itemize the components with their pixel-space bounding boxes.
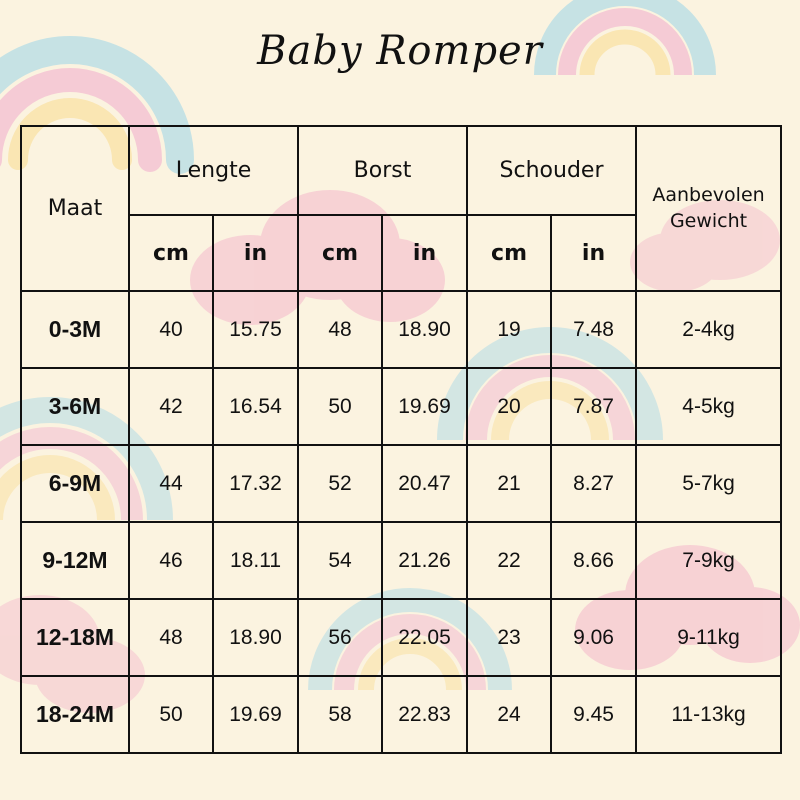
size-cell: 18-24M xyxy=(20,675,130,754)
length-in-cell: 17.32 xyxy=(211,444,300,523)
length-in-cell: 18.11 xyxy=(211,521,300,600)
unit-shoulder-in: in xyxy=(550,214,638,292)
unit-length-in: in xyxy=(211,214,300,292)
length-cm-cell: 48 xyxy=(128,598,214,677)
weight-cell: 11-13kg xyxy=(635,675,783,754)
unit-length-cm: cm xyxy=(128,214,214,292)
chest-in-cell: 22.83 xyxy=(381,675,469,754)
length-cm-cell: 46 xyxy=(128,521,214,600)
shoulder-in-cell: 8.27 xyxy=(550,444,638,523)
chest-cm-cell: 56 xyxy=(297,598,384,677)
shoulder-cm-cell: 23 xyxy=(466,598,553,677)
length-in-cell: 19.69 xyxy=(211,675,300,754)
shoulder-in-cell: 7.87 xyxy=(550,367,638,446)
shoulder-cm-cell: 22 xyxy=(466,521,553,600)
length-cm-cell: 40 xyxy=(128,290,214,369)
shoulder-cm-cell: 20 xyxy=(466,367,553,446)
table-row: 18-24M 50 19.69 58 22.83 24 9.45 11-13kg xyxy=(20,675,783,754)
table-row: 9-12M 46 18.11 54 21.26 22 8.66 7-9kg xyxy=(20,521,783,600)
length-cm-cell: 50 xyxy=(128,675,214,754)
size-cell: 12-18M xyxy=(20,598,130,677)
header-weight-line-2: Gewicht xyxy=(669,209,748,232)
table-row: 12-18M 48 18.90 56 22.05 23 9.06 9-11kg xyxy=(20,598,783,677)
unit-shoulder-cm: cm xyxy=(466,214,553,292)
table-body: 0-3M 40 15.75 48 18.90 19 7.48 2-4kg 3-6M 42 16.54… xyxy=(20,290,783,754)
chest-in-cell: 21.26 xyxy=(381,521,469,600)
weight-cell: 4-5kg xyxy=(635,367,783,446)
size-cell: 9-12M xyxy=(20,521,130,600)
size-cell: 0-3M xyxy=(20,290,130,369)
table-row: 0-3M 40 15.75 48 18.90 19 7.48 2-4kg xyxy=(20,290,783,369)
shoulder-cm-cell: 24 xyxy=(466,675,553,754)
size-cell: 6-9M xyxy=(20,444,130,523)
length-in-cell: 15.75 xyxy=(211,290,300,369)
header-length: Lengte xyxy=(127,125,300,216)
weight-cell: 5-7kg xyxy=(635,444,783,523)
table-row: 3-6M 42 16.54 50 19.69 20 7.87 4-5kg xyxy=(20,367,783,446)
chest-in-cell: 20.47 xyxy=(381,444,469,523)
chest-cm-cell: 48 xyxy=(297,290,384,369)
rainbow-top-right-decoration xyxy=(534,0,716,76)
shoulder-cm-cell: 21 xyxy=(466,444,553,523)
weight-cell: 2-4kg xyxy=(635,290,783,369)
shoulder-in-cell: 9.45 xyxy=(550,675,638,754)
shoulder-in-cell: 9.06 xyxy=(550,598,638,677)
header-chest: Borst xyxy=(297,125,469,216)
length-in-cell: 16.54 xyxy=(211,367,300,446)
header-weight-line-1: Aanbevolen xyxy=(652,183,765,206)
chest-cm-cell: 52 xyxy=(297,444,384,523)
chest-in-cell: 19.69 xyxy=(381,367,469,446)
shoulder-in-cell: 7.48 xyxy=(550,290,638,369)
chest-cm-cell: 58 xyxy=(297,675,384,754)
weight-cell: 9-11kg xyxy=(635,598,783,677)
weight-cell: 7-9kg xyxy=(635,521,783,600)
page-title: Baby Romper xyxy=(257,28,543,74)
unit-chest-cm: cm xyxy=(297,214,384,292)
chest-in-cell: 22.05 xyxy=(381,598,469,677)
length-cm-cell: 44 xyxy=(128,444,214,523)
chest-in-cell: 18.90 xyxy=(381,290,469,369)
unit-chest-in: in xyxy=(381,214,469,292)
chest-cm-cell: 50 xyxy=(297,367,384,446)
size-cell: 3-6M xyxy=(20,367,130,446)
length-in-cell: 18.90 xyxy=(211,598,300,677)
header-shoulder: Schouder xyxy=(466,125,638,216)
table-unit-row: cm in cm in cm in xyxy=(21,214,781,292)
header-size: Maat xyxy=(20,125,130,292)
size-chart-table: Maat Lengte Borst Schouder Aanbevolen Ge… xyxy=(20,125,783,754)
shoulder-cm-cell: 19 xyxy=(466,290,553,369)
shoulder-in-cell: 8.66 xyxy=(550,521,638,600)
header-recommended-weight: Aanbevolen Gewicht xyxy=(635,125,783,292)
chest-cm-cell: 54 xyxy=(297,521,384,600)
length-cm-cell: 42 xyxy=(128,367,214,446)
table-row: 6-9M 44 17.32 52 20.47 21 8.27 5-7kg xyxy=(20,444,783,523)
table-header-row: Maat Lengte Borst Schouder Aanbevolen Ge… xyxy=(20,125,783,292)
